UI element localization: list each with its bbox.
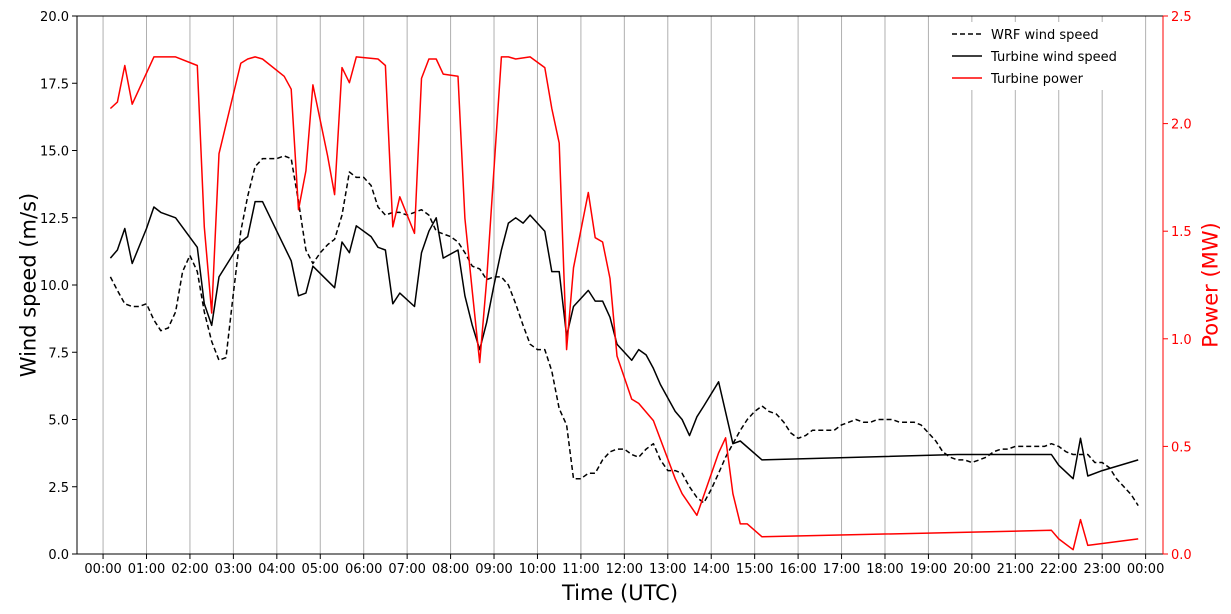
y-right-tick-label: 2.0 <box>1171 118 1192 133</box>
x-tick-label: 02:00 <box>171 562 208 577</box>
legend-label-turbine-wind-speed: Turbine wind speed <box>990 50 1117 65</box>
y-left-tick-label: 17.5 <box>40 77 69 92</box>
x-tick-label: 11:00 <box>562 562 599 577</box>
y-left-tick-label: 15.0 <box>40 145 69 160</box>
x-tick-label: 04:00 <box>258 562 295 577</box>
x-tick-label: 15:00 <box>736 562 773 577</box>
y-axis-right-title: Power (MW) <box>1198 222 1222 347</box>
series-turbine-wind-speed <box>109 200 1139 480</box>
x-tick-label: 16:00 <box>779 562 816 577</box>
x-tick-label: 05:00 <box>302 562 339 577</box>
x-tick-label: 12:00 <box>606 562 643 577</box>
y-right-tick-label: 1.5 <box>1171 225 1192 240</box>
y-right-tick-label: 2.5 <box>1171 10 1192 25</box>
y-left-tick-label: 12.5 <box>40 212 69 227</box>
series-wrf-wind-speed <box>109 155 1139 507</box>
x-tick-label: 03:00 <box>215 562 252 577</box>
y-left-tick-label: 0.0 <box>48 548 69 563</box>
y-right-tick-label: 0.5 <box>1171 440 1192 455</box>
grid <box>102 16 1147 554</box>
legend: WRF wind speed Turbine wind speed Turbin… <box>944 22 1134 90</box>
y-right-tick-label: 1.0 <box>1171 333 1192 348</box>
series-turbine-power <box>109 56 1139 551</box>
x-tick-label: 22:00 <box>1040 562 1077 577</box>
x-tick-label: 13:00 <box>649 562 686 577</box>
x-tick-label: 21:00 <box>997 562 1034 577</box>
x-axis-title: Time (UTC) <box>561 581 678 605</box>
series-layer <box>109 56 1139 551</box>
y-left-tick-label: 20.0 <box>40 10 69 25</box>
plot-frame <box>76 15 1164 555</box>
x-tick-label: 01:00 <box>128 562 165 577</box>
y-left-tick-label: 7.5 <box>48 346 69 361</box>
y-left-tick-label: 5.0 <box>48 414 69 429</box>
y-axis-left: 0.0 2.5 5.0 7.5 10.0 12.5 15.0 17.5 20.0 <box>40 10 77 563</box>
y-right-tick-label: 0.0 <box>1171 548 1192 563</box>
x-tick-label: 19:00 <box>910 562 947 577</box>
x-tick-label: 18:00 <box>866 562 903 577</box>
y-axis-right: 0.0 0.5 1.0 1.5 2.0 2.5 <box>1162 10 1192 563</box>
y-left-tick-label: 2.5 <box>48 481 69 496</box>
x-tick-label: 17:00 <box>823 562 860 577</box>
x-tick-label: 14:00 <box>692 562 729 577</box>
x-tick-label: 09:00 <box>475 562 512 577</box>
x-tick-label: 00:00 <box>84 562 121 577</box>
y-axis-left-title: Wind speed (m/s) <box>16 193 40 377</box>
legend-label-wrf: WRF wind speed <box>991 28 1099 43</box>
x-axis: 00:00 01:00 02:00 03:00 04:00 05:00 06:00 07:00… <box>84 554 1164 577</box>
legend-label-turbine-power: Turbine power <box>990 72 1084 87</box>
x-tick-label: 08:00 <box>432 562 469 577</box>
x-tick-label: 20:00 <box>953 562 990 577</box>
x-tick-label: 10:00 <box>519 562 556 577</box>
x-tick-label: 07:00 <box>388 562 425 577</box>
y-left-tick-label: 10.0 <box>40 279 69 294</box>
x-tick-label: 00:00 <box>1127 562 1164 577</box>
x-tick-label: 06:00 <box>345 562 382 577</box>
x-tick-label: 23:00 <box>1083 562 1120 577</box>
